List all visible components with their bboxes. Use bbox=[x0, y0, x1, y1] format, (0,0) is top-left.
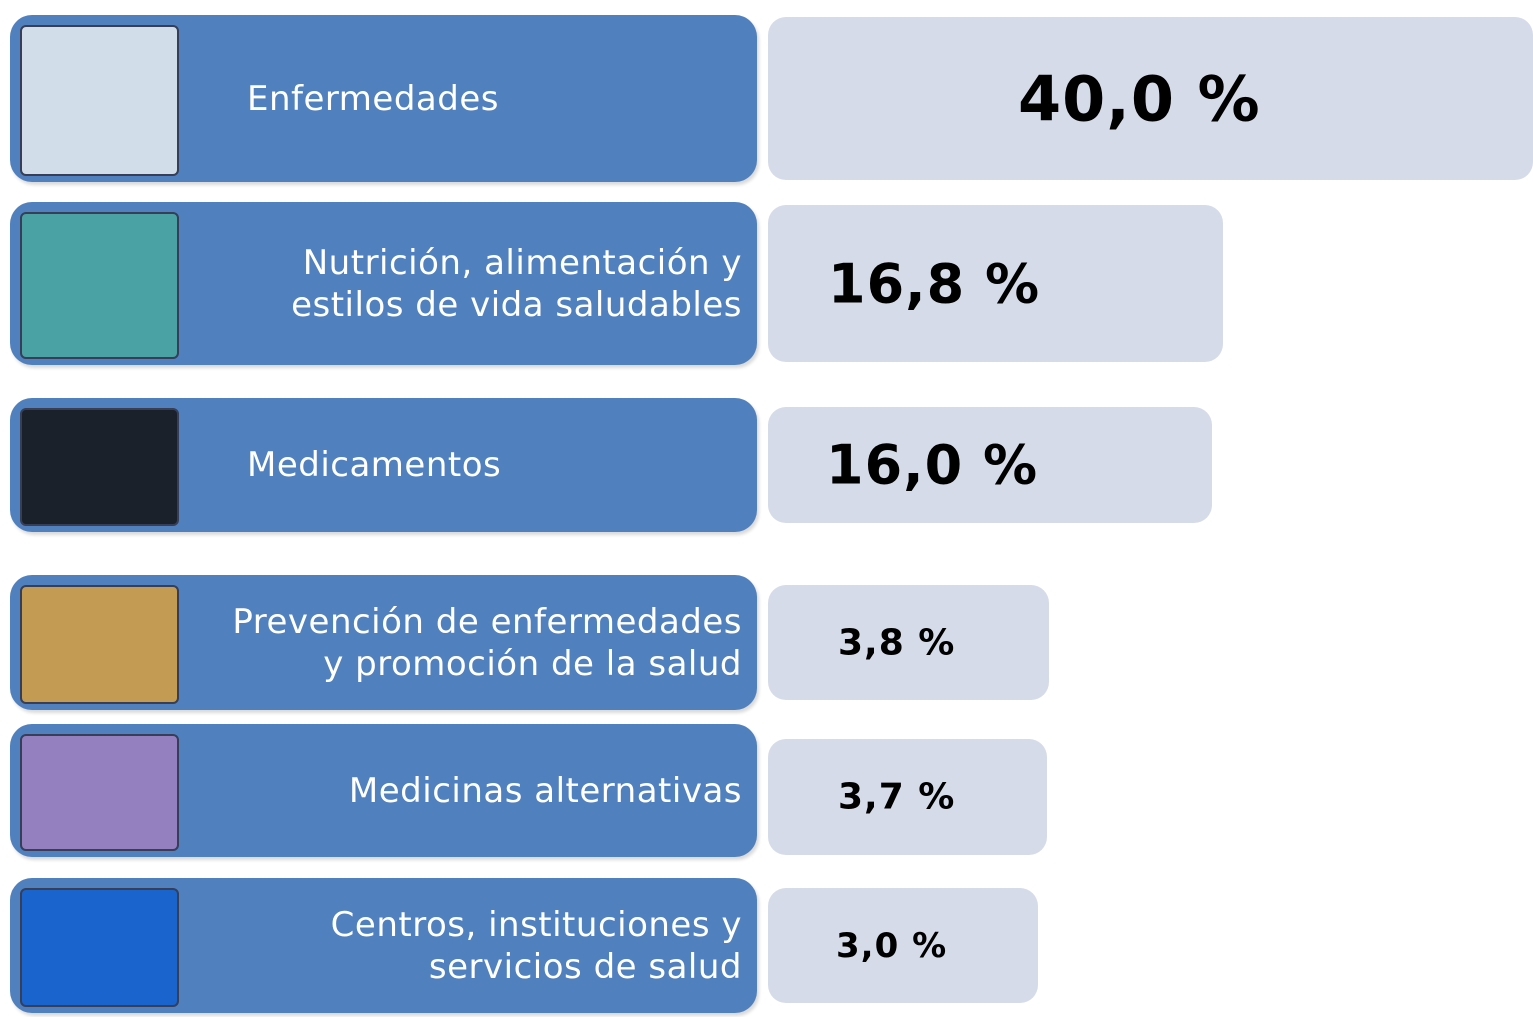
value-label: 16,0 % bbox=[826, 433, 1039, 497]
value-label: 3,0 % bbox=[836, 925, 948, 966]
icon bbox=[20, 408, 179, 526]
icon bbox=[20, 25, 179, 176]
bar: 3,8 % bbox=[768, 585, 1049, 700]
value-label: 40,0 % bbox=[1018, 62, 1261, 135]
category-label: Centros, instituciones y servicios de sa… bbox=[330, 904, 742, 987]
value-label: 16,8 % bbox=[828, 252, 1041, 315]
icon bbox=[20, 212, 179, 359]
category-label: Prevención de enfermedades y promoción d… bbox=[232, 601, 742, 684]
bar: 3,0 % bbox=[768, 888, 1039, 1003]
icon bbox=[20, 888, 179, 1007]
bar: 16,0 % bbox=[768, 407, 1212, 523]
bar: 3,7 % bbox=[768, 739, 1048, 855]
icon bbox=[20, 734, 179, 851]
category-label: Enfermedades bbox=[247, 78, 499, 119]
bar: 40,0 % bbox=[768, 17, 1533, 180]
category-label: Medicamentos bbox=[247, 445, 502, 485]
category-label: Nutrición, alimentación y estilos de vid… bbox=[291, 242, 742, 325]
value-label: 3,8 % bbox=[838, 622, 956, 663]
value-label: 3,7 % bbox=[838, 776, 956, 818]
icon bbox=[20, 585, 179, 704]
category-label: Medicinas alternativas bbox=[348, 770, 742, 811]
bar: 16,8 % bbox=[768, 205, 1223, 362]
